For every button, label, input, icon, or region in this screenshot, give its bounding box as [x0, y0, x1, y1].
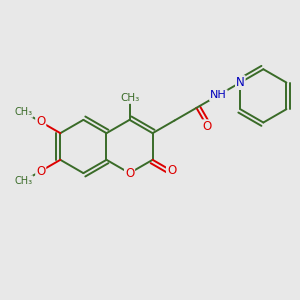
Text: NH: NH	[210, 90, 227, 100]
Text: N: N	[236, 76, 245, 89]
Text: CH₃: CH₃	[14, 107, 32, 117]
Text: O: O	[125, 167, 134, 180]
Text: O: O	[36, 116, 45, 128]
Text: O: O	[167, 164, 176, 177]
Text: O: O	[203, 120, 212, 133]
Text: O: O	[36, 165, 45, 178]
Text: CH₃: CH₃	[120, 93, 139, 103]
Text: CH₃: CH₃	[14, 176, 32, 186]
